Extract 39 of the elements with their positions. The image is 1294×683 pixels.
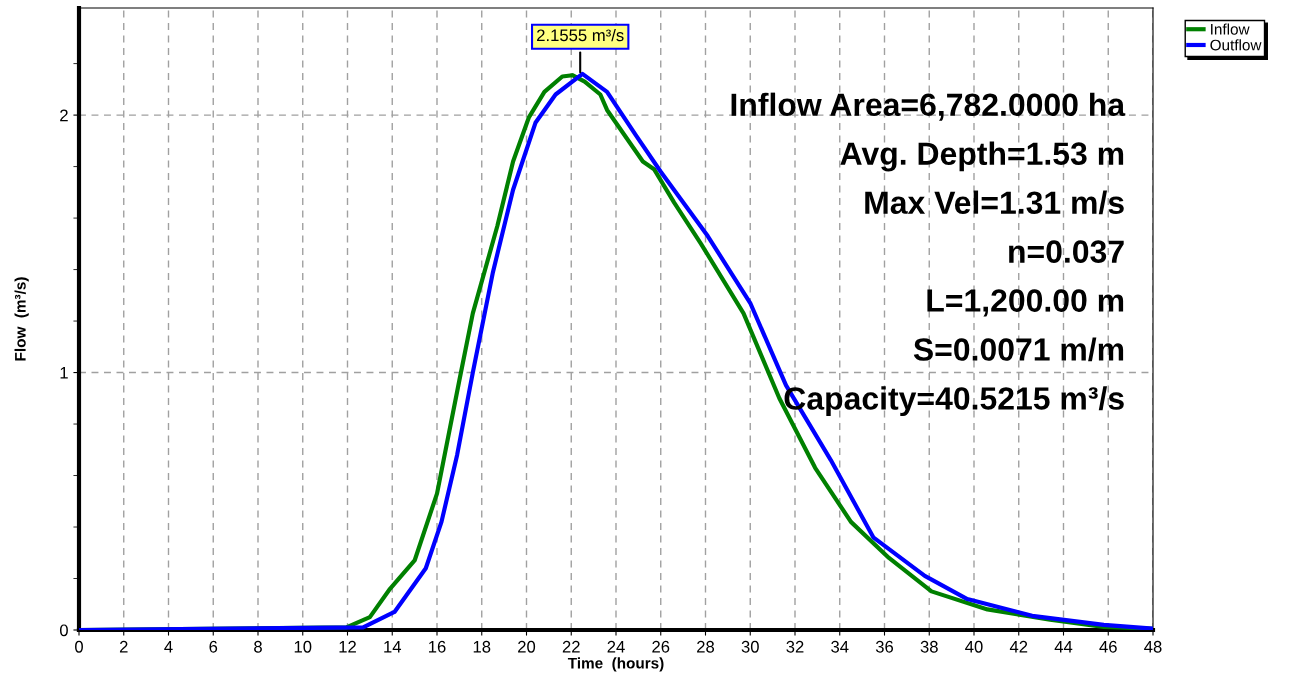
x-tick-label: 42 (1009, 640, 1028, 653)
y-tick-label: 0 (59, 624, 68, 637)
x-tick-label: 38 (920, 640, 938, 653)
annotation: 2.1555 m³/s (537, 28, 624, 42)
x-tick-label: 34 (831, 640, 849, 653)
x-tick-label: 30 (741, 640, 759, 653)
x-tick-label: 36 (875, 640, 894, 653)
legend-label: Outflow (1210, 39, 1262, 51)
x-tick-label: 6 (209, 640, 218, 653)
x-tick-label: 40 (965, 640, 983, 653)
annotation: Avg. Depth=1.53 m (840, 141, 1124, 172)
x-tick-label: 12 (339, 640, 356, 653)
y-tick-label: 1 (60, 367, 68, 379)
x-tick-label: 22 (562, 640, 580, 653)
x-tick-label: 32 (786, 640, 804, 653)
x-tick-label: 2 (119, 640, 128, 653)
annotation: S=0.0071 m/m (913, 337, 1124, 362)
y-tick-label: 2 (60, 109, 68, 122)
x-tick-label: 8 (254, 640, 262, 653)
x-tick-label: 46 (1099, 640, 1117, 653)
annotation: Max Vel=1.31 m/s (865, 190, 1124, 215)
annotation: n=0.037 (1009, 240, 1124, 263)
x-tick-label: 28 (697, 640, 715, 653)
x-tick-label: 26 (652, 640, 670, 653)
x-tick-label: 48 (1144, 640, 1162, 653)
x-tick-label: 10 (294, 640, 312, 653)
x-tick-label: 20 (518, 640, 536, 653)
x-tick-label: 24 (607, 640, 625, 653)
x-tick-label: 4 (164, 641, 173, 653)
annotation: Inflow Area=6,782.0000 ha (731, 92, 1126, 121)
x-tick-label: 44 (1054, 641, 1073, 653)
x-axis-title: Time (hours) (567, 657, 664, 672)
x-tick-label: 14 (384, 641, 402, 653)
x-tick-label: 0 (75, 640, 83, 653)
x-tick-label: 18 (473, 640, 491, 653)
legend-label: Inflow (1211, 23, 1250, 35)
x-tick-label: 16 (429, 640, 446, 653)
annotation: L=1,200.00 m (927, 289, 1124, 317)
y-axis-title: Flow (m³/s) (14, 277, 29, 361)
